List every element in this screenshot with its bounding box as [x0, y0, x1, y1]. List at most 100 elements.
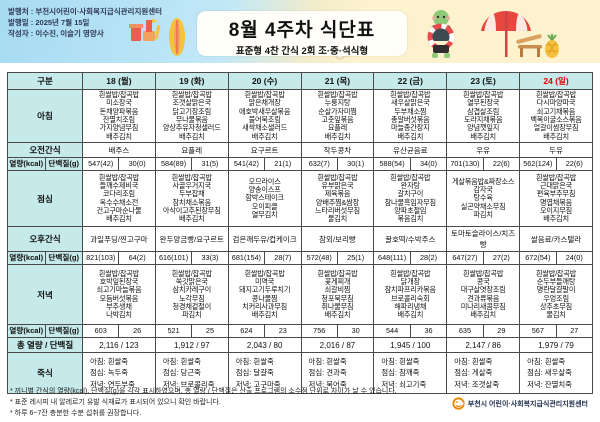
energy-cell: 648(111) 28(2)	[373, 251, 448, 266]
am-snack-cell: 유산균음료	[373, 142, 448, 159]
kcal-label: 열량(kcal)	[8, 252, 46, 265]
energy-cell: 701(130) 22(6)	[446, 157, 521, 172]
protein-value: 28(7)	[274, 253, 292, 263]
menu-table: 구분 18 (월) 19 (화) 20 (수) 21 (목) 22 (금) 23…	[7, 72, 593, 395]
kcal-label: 열량(kcal)	[8, 158, 46, 171]
lunch-cell: 오므라이스 양송이스프 함박스테이크 오이피클 열무김치	[227, 170, 302, 228]
footnote-line: * 하루 6~7잔 충분한 수분 섭취를 권장합니다.	[10, 409, 142, 417]
protein-label: 단백질(g)	[48, 253, 80, 263]
kcal-value: 672(54)	[520, 252, 557, 265]
dinner-cell: 흰쌀밥/잡곡밥 미역국 돼지고기두루치기 콩나물찜 치커리사과무침 배추김치	[227, 264, 302, 326]
total-cell: 1,912 / 97	[154, 337, 229, 354]
page-subtitle: 표준형 4찬 간식 2회 조·중·석식형	[235, 46, 369, 57]
energy-cell: 632(7) 30(1)	[300, 157, 375, 172]
total-row: 총 열량 / 단백질 2,116 / 123 1,912 / 97 2,043 …	[7, 337, 593, 354]
pm-snack-cell: 검은깨두유/컵케이크	[227, 226, 302, 253]
logo-text: 부천시 어린이·사회복지급식관리지원센터	[467, 400, 588, 408]
porridge-cell: 아침: 흰쌀죽 점심: 게살죽 저녁: 조갯살죽	[446, 352, 521, 395]
energy-cell: 635 29	[446, 324, 521, 339]
row-label-energy: 열량(kcal) 단백질(g)	[7, 157, 83, 172]
protein-value: 30(1)	[347, 159, 365, 169]
date-header: 21 (목)	[300, 72, 375, 90]
pm-snack-cell: 토마토슬라이스/치즈빵	[446, 226, 521, 253]
dinner-cell: 흰쌀밥/잡곡밥 콩국 대구살엿장조림 견과류볶음 미나리새콤무침 배추김치	[446, 264, 521, 326]
protein-value: 28(2)	[419, 253, 438, 263]
breakfast-cell: 흰쌀밥/잡곡밥 다시마양파국 쇠고기채볶음 백목이굴소스볶음 얼갈이쌈장무침 배…	[519, 88, 593, 144]
kcal-label: 열량(kcal)	[8, 325, 46, 338]
row-label-dinner: 저녁	[7, 264, 83, 326]
breakfast-cell: 흰쌀밥/잡곡밥 새우살맑은국 두부채소찜 총알버섯볶음 마늘종간장지 배추김치	[373, 88, 448, 144]
table-header-row: 구분 18 (월) 19 (화) 20 (수) 21 (목) 22 (금) 23…	[7, 72, 593, 90]
total-cell: 2,043 / 80	[227, 337, 302, 354]
dinner-row: 저녁 흰쌀밥/잡곡밥 호박잎된장국 쇠고기마늘볶음 모듬버섯볶음 부추생채 나박…	[7, 264, 593, 326]
dinner-cell: 흰쌀밥/잡곡밥 호박잎된장국 쇠고기마늘볶음 모듬버섯볶음 부추생채 나박김치	[82, 264, 156, 326]
porridge-cell: 아침: 흰쌀죽 점심: 당근죽 저녁: 브로콜리죽	[154, 352, 229, 395]
date-header-sunday: 24 (일)	[519, 72, 593, 90]
kcal-value: 681(154)	[229, 252, 266, 265]
energy-cell: 616(101) 33(3)	[154, 251, 229, 266]
kcal-value: 632(7)	[302, 158, 338, 171]
energy-cell: 588(54) 34(0)	[373, 157, 448, 172]
energy-cell: 647(27) 27(2)	[446, 251, 521, 266]
total-cell: 1,979 / 79	[519, 337, 593, 354]
lunch-cell: 흰쌀밥/잡곡밥 완자탕 갈치구이 참나물흑임자무침 양파초절임 볶음김치	[373, 170, 448, 228]
energy-cell: 821(103) 64(2)	[82, 251, 156, 266]
pm-snack-cell: 완두앙금빵/요구르트	[154, 226, 229, 253]
banner: 발행처 : 부천시어린이·사회복지급식관리지원센터 발행일 : 2025년 7월…	[0, 0, 600, 63]
center-logo: 부천시 어린이·사회복지급식관리지원센터	[452, 397, 588, 410]
title-box: 8월 4주차 식단표 표준형 4찬 간식 2회 조·중·석식형	[197, 11, 407, 57]
kcal-value: 541(42)	[229, 158, 266, 171]
energy-cell: 562(124) 22(6)	[519, 157, 593, 172]
protein-value: 27	[570, 326, 579, 336]
breakfast-cell: 흰쌀밥/잡곡밥 맑은채개장 애호박새우살볶음 불어묵조림 새싹채소샐러드 배추김…	[227, 88, 302, 144]
protein-value: 30	[351, 326, 360, 336]
total-cell: 2,016 / 87	[300, 337, 375, 354]
energy-cell: 756 30	[300, 324, 375, 339]
pm-snack-cell: 과일푸딩/찐고구마	[82, 226, 156, 253]
kcal-value: 756	[302, 325, 338, 338]
breakfast-cell: 흰쌀밥/잡곡밥 누룽지탕 순살가자미찜 고춧잎볶음 요플레 배추김치	[300, 88, 375, 144]
date-header: 19 (화)	[154, 72, 229, 90]
protein-label: 단백질(g)	[48, 326, 80, 336]
kcal-value: 521	[156, 325, 193, 338]
kcal-value: 648(111)	[374, 252, 411, 265]
energy-cell: 603 26	[82, 324, 156, 339]
protein-value: 25(1)	[347, 253, 365, 263]
protein-value: 23	[278, 326, 287, 336]
turtle-icon	[427, 10, 455, 58]
pm-snack-cell: 꿀호떡/수박주스	[373, 226, 448, 253]
energy-cell: 672(54) 24(0)	[519, 251, 593, 266]
kcal-value: 624	[229, 325, 266, 338]
dinner-energy-row: 열량(kcal) 단백질(g) 603 26 521 25 624 23 756 30 5…	[7, 324, 593, 339]
footnote-line: * 끼니별 간식의 열량(kcal), 단백질(g)을 각각 표시하였으며, 총…	[10, 388, 397, 395]
porridge-cell: 아침: 흰쌀죽 점심: 참깨죽 저녁: 쇠고기죽	[373, 352, 448, 395]
row-label-pm-snack: 오후간식	[7, 226, 83, 253]
kcal-value: 647(27)	[447, 252, 484, 265]
protein-value: 29	[497, 326, 506, 336]
total-cell: 2,147 / 86	[446, 337, 521, 354]
energy-cell: 624 23	[227, 324, 302, 339]
row-label-lunch: 점심	[7, 170, 83, 228]
breakfast-row: 아침 흰쌀밥/잡곡밥 미소장국 돈채양파볶음 잔멸치조림 가지양념무침 배추김치…	[7, 88, 593, 144]
date-header: 18 (월)	[82, 72, 156, 90]
breakfast-energy-row: 열량(kcal) 단백질(g) 547(42) 30(0) 584(89) 31(5)…	[7, 157, 593, 172]
kcal-value: 572(48)	[302, 252, 338, 265]
protein-value: 25	[205, 326, 215, 336]
porridge-cell: 아침: 흰쌀죽 점심: 새우살죽 저녁: 잔멸치죽	[519, 352, 593, 395]
kcal-value: 821(103)	[83, 252, 120, 265]
pm-snack-cell: 참외/보리빵	[300, 226, 375, 253]
kcal-value: 635	[447, 325, 484, 338]
protein-value: 22(6)	[565, 159, 583, 169]
energy-cell: 567 27	[519, 324, 593, 339]
footnotes: * 끼니별 간식의 열량(kcal), 단백질(g)을 각각 표시하였으며, 총…	[10, 387, 397, 420]
corner-header: 구분	[7, 72, 83, 90]
lunch-cell: 게살볶음밥&짜장소스 감자국 탕수육 실곤약채소무침 파김치	[446, 170, 521, 228]
protein-value: 64(2)	[128, 253, 146, 263]
kcal-value: 603	[83, 325, 120, 338]
lunch-cell: 흰쌀밥/잡곡밥 들깨수제비국 코다리조림 옥수수채소전 건고구마순나물 배추김치	[82, 170, 156, 228]
row-label-energy: 열량(kcal) 단백질(g)	[7, 324, 83, 339]
kcal-value: 567	[520, 325, 557, 338]
energy-cell: 584(89) 31(5)	[154, 157, 229, 172]
porridge-cell: 아침: 흰쌀죽 점심: 달걀죽 저녁: 고구마죽	[227, 352, 302, 395]
row-label-porridge: 죽식	[7, 352, 83, 395]
